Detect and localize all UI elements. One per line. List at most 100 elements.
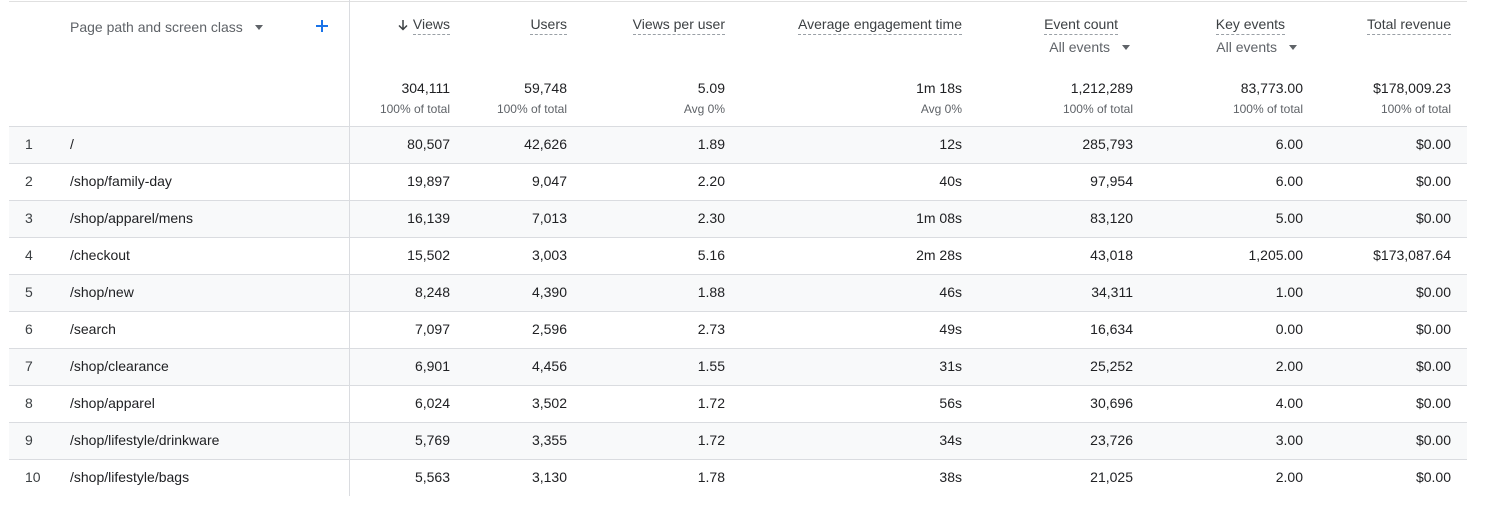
page-path-cell[interactable]: /checkout (70, 247, 130, 263)
column-title-total-revenue[interactable]: Total revenue (1366, 14, 1451, 35)
caret-down-icon (1122, 45, 1130, 50)
table-row[interactable]: 8/shop/apparel 6,024 3,502 1.72 56s 30,696 4.0… (9, 385, 1467, 422)
table-row[interactable]: 9/shop/lifestyle/drinkware 5,769 3,355 1.72… (9, 422, 1467, 459)
metric-cell-avg-engagement: 38s (939, 469, 962, 485)
row-index: 8 (25, 395, 33, 411)
column-header-event-count[interactable]: Event count All events (1044, 14, 1130, 55)
column-header-users[interactable]: Users (530, 14, 567, 35)
column-header-key-events[interactable]: Key events All events (1215, 14, 1297, 55)
metric-cell-total-revenue: $0.00 (1415, 321, 1451, 337)
row-divider (9, 311, 1467, 312)
metric-cell-users: 3,502 (531, 395, 567, 411)
metric-cell-event-count: 21,025 (1090, 469, 1133, 485)
row-index: 10 (25, 469, 41, 485)
column-title-key-events[interactable]: Key events (1215, 14, 1285, 35)
column-title-views[interactable]: Views (412, 14, 450, 35)
metric-cell-views-per-user: 2.20 (697, 173, 725, 189)
metric-cell-users: 42,626 (524, 136, 567, 152)
page-path-cell[interactable]: /search (70, 321, 116, 337)
table-row[interactable]: 6/search 7,097 2,596 2.73 49s 16,634 0.00 $0.00 (9, 311, 1467, 348)
page-path-cell[interactable]: /shop/apparel/mens (70, 210, 193, 226)
key-event-filter-dropdown[interactable]: All events (1216, 39, 1297, 55)
add-dimension-button[interactable] (310, 14, 334, 38)
page-path-cell[interactable]: /shop/new (70, 284, 134, 300)
column-title-views-per-user[interactable]: Views per user (632, 14, 725, 35)
metric-cell-views-per-user: 1.78 (697, 469, 725, 485)
page-path-cell[interactable]: /shop/clearance (70, 358, 169, 374)
total-key-events: 83,773.00 100% of total (1233, 78, 1303, 117)
metric-cell-users: 4,390 (531, 284, 567, 300)
metric-cell-total-revenue: $173,087.64 (1373, 247, 1451, 263)
metric-cell-views-per-user: 2.73 (697, 321, 725, 337)
metric-cell-total-revenue: $0.00 (1415, 173, 1451, 189)
metric-cell-avg-engagement: 31s (939, 358, 962, 374)
metric-cell-key-events: 6.00 (1275, 136, 1303, 152)
metric-cell-total-revenue: $0.00 (1415, 358, 1451, 374)
total-subtext: 100% of total (1062, 102, 1133, 116)
dimension-selector[interactable]: Page path and screen class (70, 17, 263, 37)
metric-cell-avg-engagement: 12s (939, 136, 962, 152)
metric-cell-total-revenue: $0.00 (1415, 469, 1451, 485)
key-event-filter-label: All events (1216, 39, 1277, 55)
column-title-event-count[interactable]: Event count (1044, 14, 1118, 35)
metric-cell-total-revenue: $0.00 (1415, 284, 1451, 300)
table-row[interactable]: 10/shop/lifestyle/bags 5,563 3,130 1.78 38s 2… (9, 459, 1467, 496)
total-subtext: 100% of total (1232, 102, 1303, 116)
metric-cell-event-count: 285,793 (1082, 136, 1133, 152)
caret-down-icon (254, 25, 263, 30)
table-row[interactable]: 7/shop/clearance 6,901 4,456 1.55 31s 25,252 2… (9, 348, 1467, 385)
page-path-cell[interactable]: /shop/family-day (70, 173, 172, 189)
total-value: 83,773.00 (1240, 80, 1303, 96)
metric-cell-total-revenue: $0.00 (1415, 432, 1451, 448)
caret-down-icon (1289, 45, 1297, 50)
event-filter-dropdown[interactable]: All events (1044, 39, 1130, 55)
total-views-per-user: 5.09 Avg 0% (684, 78, 725, 117)
metric-cell-views: 6,024 (414, 395, 450, 411)
metric-cell-event-count: 97,954 (1090, 173, 1133, 189)
metric-cell-key-events: 4.00 (1275, 395, 1303, 411)
column-header-views[interactable]: Views (397, 14, 450, 35)
dimension-column-divider (349, 0, 350, 496)
column-title-avg-engagement[interactable]: Average engagement time (798, 14, 962, 35)
metric-cell-total-revenue: $0.00 (1415, 395, 1451, 411)
row-divider (9, 348, 1467, 349)
page-path-cell[interactable]: / (70, 136, 74, 152)
page-path-cell[interactable]: /shop/apparel (70, 395, 155, 411)
metric-cell-views: 7,097 (414, 321, 450, 337)
table-row[interactable]: 3/shop/apparel/mens 16,139 7,013 2.30 1m 08s… (9, 200, 1467, 237)
metric-cell-avg-engagement: 56s (939, 395, 962, 411)
metric-cell-users: 4,456 (531, 358, 567, 374)
total-subtext: Avg 0% (920, 102, 962, 116)
column-title-users[interactable]: Users (530, 14, 567, 35)
metric-cell-avg-engagement: 2m 28s (916, 247, 962, 263)
total-subtext: 100% of total (496, 102, 567, 116)
row-index: 3 (25, 210, 33, 226)
table-row[interactable]: 5/shop/new 8,248 4,390 1.88 46s 34,311 1.00 $0.… (9, 274, 1467, 311)
table-row[interactable]: 4/checkout 15,502 3,003 5.16 2m 28s 43,018 1,2… (9, 237, 1467, 274)
metric-cell-key-events: 3.00 (1275, 432, 1303, 448)
metric-cell-key-events: 2.00 (1275, 469, 1303, 485)
row-index: 1 (25, 136, 33, 152)
row-index: 9 (25, 432, 33, 448)
metric-cell-views: 8,248 (414, 284, 450, 300)
metric-cell-event-count: 23,726 (1090, 432, 1133, 448)
page-path-cell[interactable]: /shop/lifestyle/drinkware (70, 432, 220, 448)
metric-cell-users: 9,047 (531, 173, 567, 189)
table-row[interactable]: 2/shop/family-day 19,897 9,047 2.20 40s 97,95… (9, 163, 1467, 200)
row-divider (9, 422, 1467, 423)
column-header-avg-engagement[interactable]: Average engagement time (798, 14, 962, 35)
column-header-views-per-user[interactable]: Views per user (632, 14, 725, 35)
row-divider (9, 200, 1467, 201)
metric-cell-event-count: 25,252 (1090, 358, 1133, 374)
row-index: 7 (25, 358, 33, 374)
metric-cell-event-count: 34,311 (1091, 284, 1133, 300)
metric-cell-views: 19,897 (407, 173, 450, 189)
column-header-total-revenue[interactable]: Total revenue (1366, 14, 1451, 35)
table-row[interactable]: 1 / 80,507 42,626 1.89 12s 285,793 6.00 $0.00 (9, 126, 1467, 163)
metric-cell-avg-engagement: 34s (939, 432, 962, 448)
page-path-cell[interactable]: /shop/lifestyle/bags (70, 469, 190, 485)
top-divider (9, 1, 1467, 2)
metric-cell-users: 2,596 (531, 321, 567, 337)
row-divider (9, 274, 1467, 275)
metric-cell-key-events: 2.00 (1275, 358, 1303, 374)
